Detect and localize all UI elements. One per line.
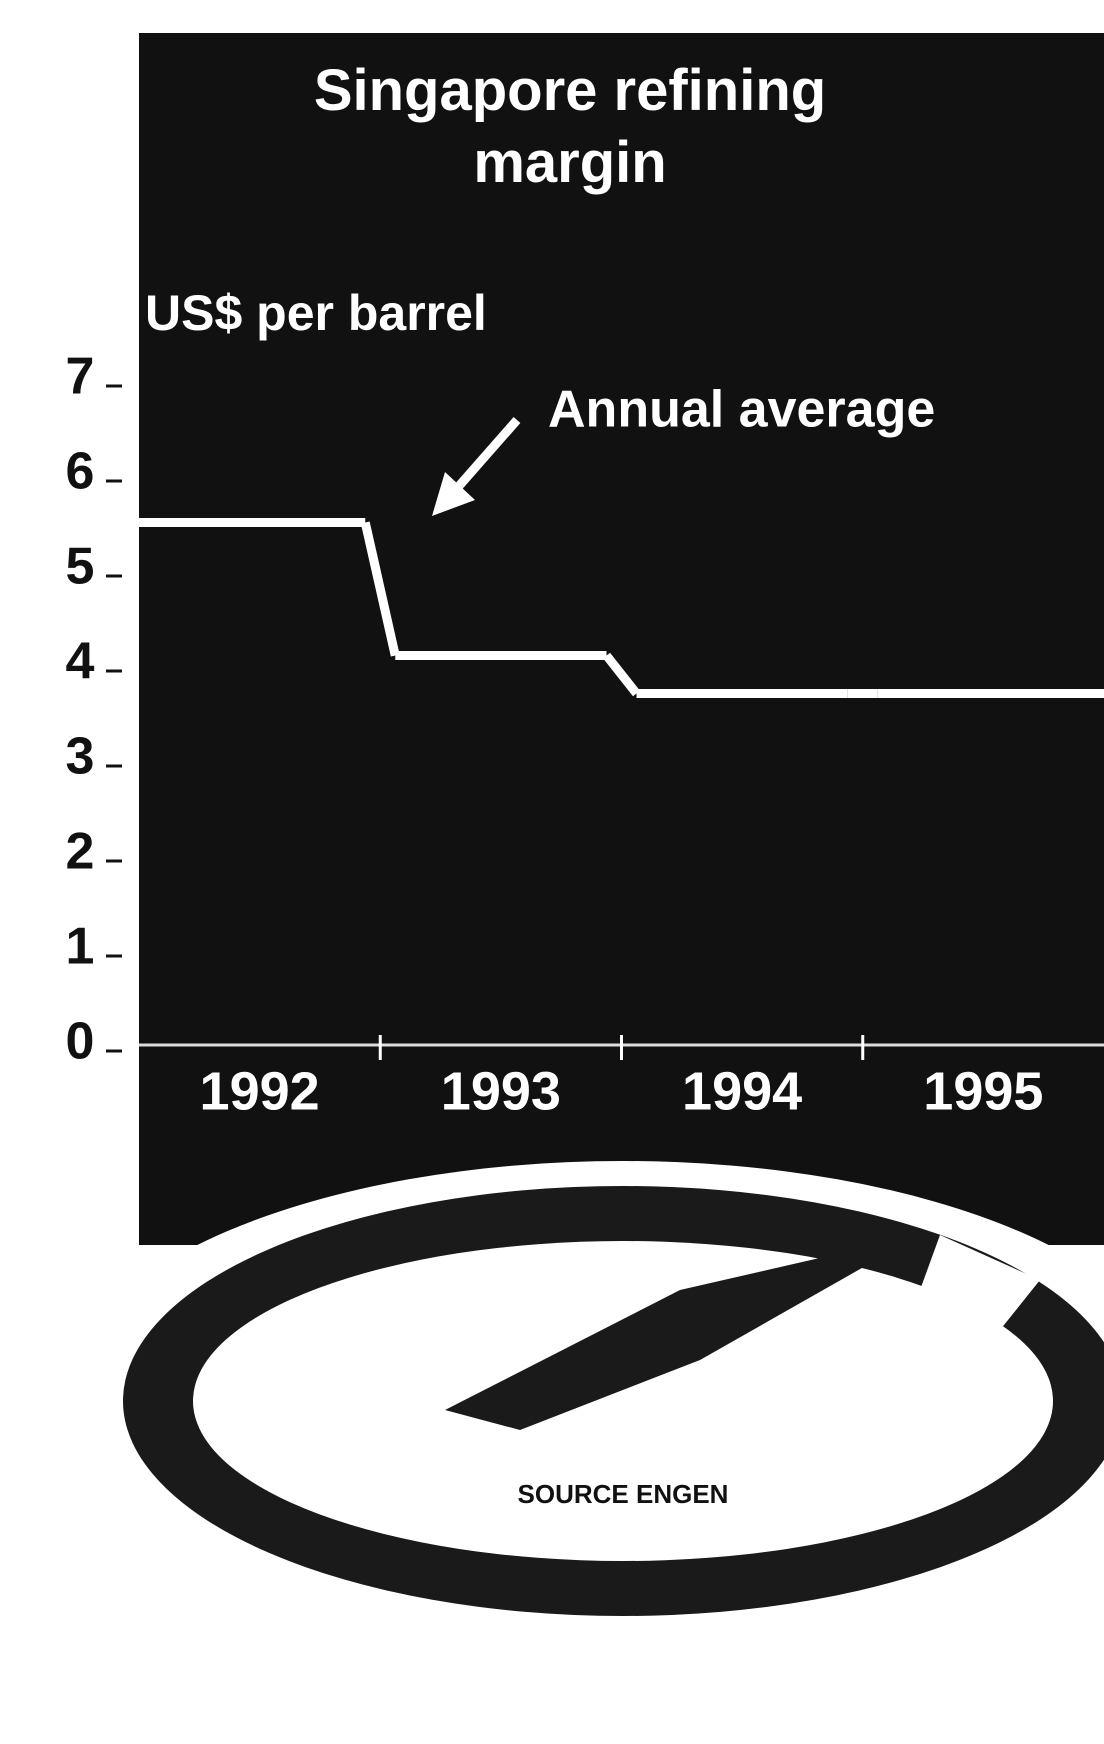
x-tick-label: 1994 <box>682 1061 802 1121</box>
chart-title: Singapore refining margin <box>313 58 827 195</box>
x-tick-label: 1993 <box>441 1061 561 1121</box>
y-tick-label: 2 <box>66 823 95 881</box>
x-tick-label: 1995 <box>923 1061 1043 1121</box>
y-tick-label: 3 <box>66 728 95 786</box>
y-tick-label: 6 <box>66 443 95 501</box>
y-tick-label: 1 <box>66 918 95 976</box>
step-connector <box>360 521 400 657</box>
logo-gap <box>920 1235 1040 1330</box>
logo-inner <box>193 1241 1053 1561</box>
y-tick-label: 0 <box>66 1013 95 1071</box>
y-tick-label: 4 <box>66 633 95 691</box>
y-tick-label: 5 <box>66 538 95 596</box>
logo-slash <box>445 1235 920 1430</box>
source: SOURCE ENGEN <box>518 1479 729 1509</box>
y-tick-label: 7 <box>66 348 95 406</box>
annotation: Annual average <box>548 381 935 439</box>
x-tick-label: 1992 <box>200 1061 320 1121</box>
annotation-arrowhead <box>432 472 475 516</box>
annotation-arrow <box>448 417 521 497</box>
y-axis-label: US$ per barrel <box>145 285 487 341</box>
step-connector <box>602 652 641 697</box>
